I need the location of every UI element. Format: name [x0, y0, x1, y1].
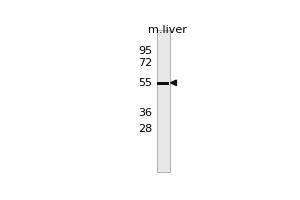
Polygon shape [170, 80, 176, 85]
Text: 95: 95 [139, 46, 153, 56]
Text: 72: 72 [138, 58, 153, 68]
Text: m.liver: m.liver [148, 25, 187, 35]
Bar [157, 83, 169, 85]
Text: 55: 55 [139, 78, 153, 88]
Bar [157, 30, 170, 172]
Text: 28: 28 [138, 124, 153, 134]
Text: 36: 36 [139, 108, 153, 118]
Bar [157, 82, 169, 84]
